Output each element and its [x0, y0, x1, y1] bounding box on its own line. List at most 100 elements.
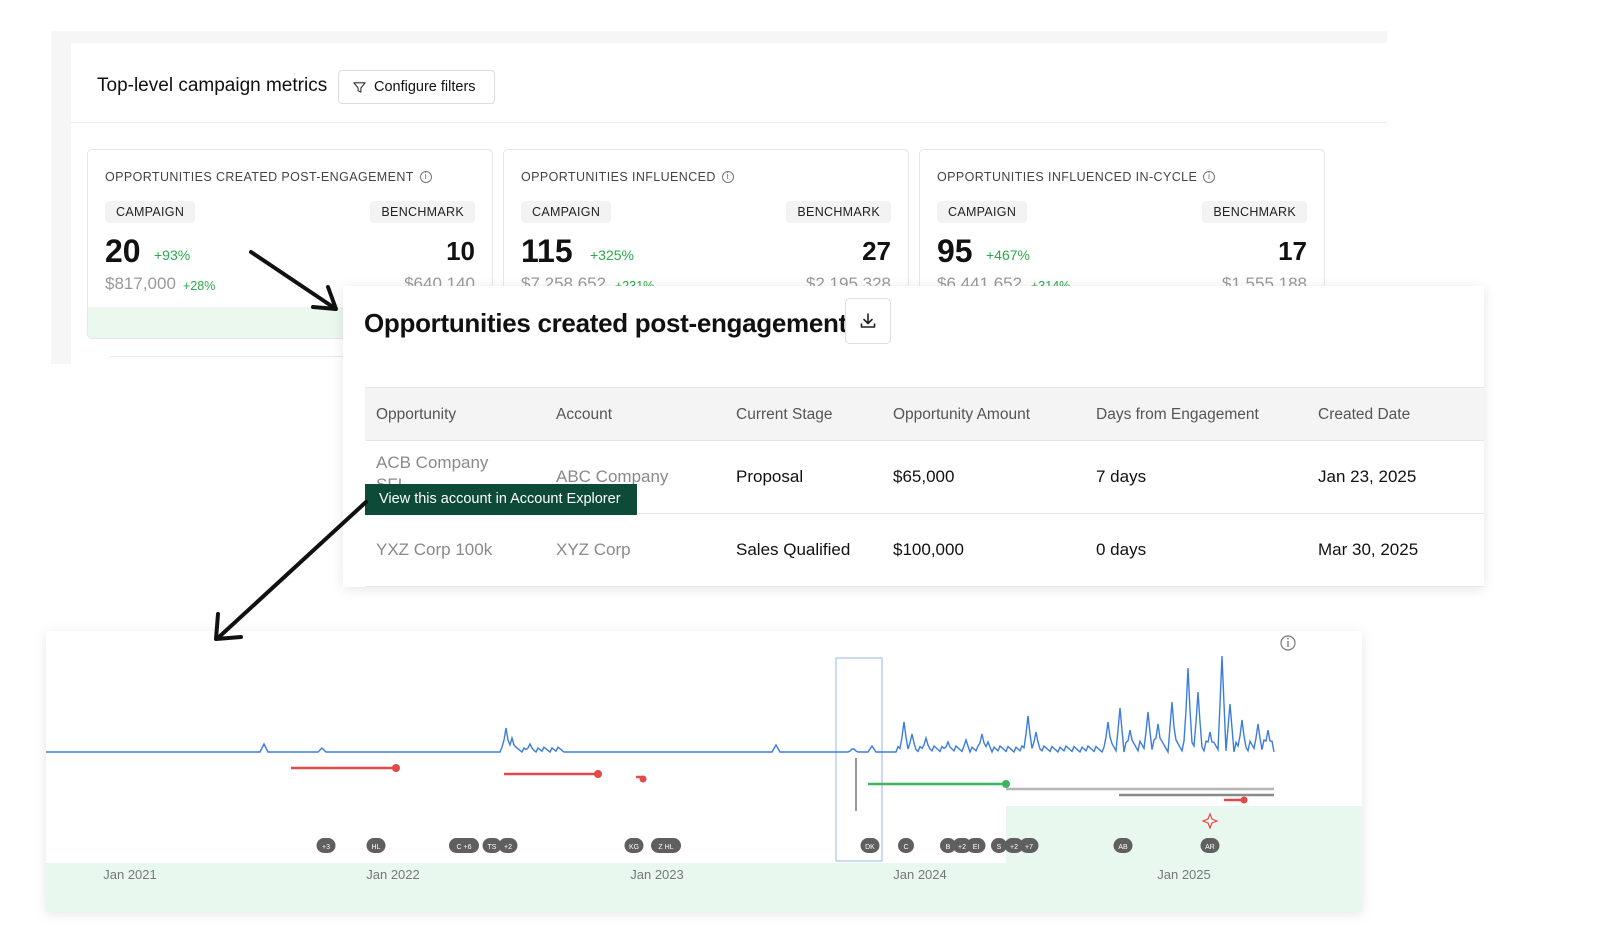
opportunities-title: Opportunities created post-engagement	[364, 308, 847, 338]
engagement-marker[interactable]: S	[991, 838, 1007, 853]
engagement-marker[interactable]: +2	[952, 838, 972, 853]
engagement-marker[interactable]: +7	[1019, 838, 1039, 853]
opportunities-panel: Opportunities created post-engagement Op…	[343, 286, 1484, 587]
created-date: Jan 23, 2025	[1318, 467, 1417, 486]
engagement-marker-label: KG	[629, 844, 639, 851]
engagement-markers: +3 HL C +6 TS +2 KG Z HL DK C B +2 EI S +2 +7 AB AR	[316, 838, 1220, 853]
selection-window[interactable]	[835, 657, 883, 862]
engagement-marker[interactable]: +2	[1004, 838, 1024, 853]
configure-filters-label: Configure filters	[374, 79, 476, 95]
info-icon[interactable]: i	[721, 171, 734, 183]
positive-range-end[interactable]	[1002, 780, 1010, 788]
engagement-marker-label: C +6	[457, 844, 472, 851]
campaign-amount: $817,000	[105, 274, 176, 293]
engagement-marker[interactable]: B	[940, 838, 956, 853]
campaign-delta: +93%	[154, 247, 191, 263]
engagement-marker-label: +2	[504, 844, 512, 851]
metric-card-row-below	[107, 356, 407, 364]
engagement-marker[interactable]: HL	[366, 838, 386, 853]
engagement-marker-label: HL	[372, 844, 381, 851]
table-row[interactable]: YXZ Corp 100k XYZ Corp Sales Qualified $…	[365, 514, 1484, 587]
benchmark-pill: BENCHMARK	[370, 201, 475, 223]
account-explorer-tooltip[interactable]: View this account in Account Explorer	[365, 484, 637, 515]
engagement-marker[interactable]: Z HL	[651, 838, 681, 853]
download-icon	[860, 313, 876, 328]
engagement-marker-label: EI	[973, 844, 980, 851]
metric-card-label-row: OPPORTUNITIES INFLUENCED IN-CYCLE i	[937, 170, 1216, 184]
engagement-marker[interactable]: C	[898, 838, 914, 853]
opportunities-table: Opportunity Account Current Stage Opport…	[365, 387, 1484, 587]
engagement-marker[interactable]: C +6	[449, 838, 479, 853]
days-from-engagement: 0 days	[1096, 540, 1147, 559]
engagement-marker-label: S	[997, 844, 1002, 851]
engagement-marker-label: TS	[488, 844, 497, 851]
negative-range-end[interactable]	[392, 764, 400, 772]
engagement-marker-label: B	[946, 844, 951, 851]
sparkle-icon[interactable]	[1201, 812, 1219, 830]
engagement-marker[interactable]: TS	[482, 838, 502, 853]
configure-filters-button[interactable]: Configure filters	[338, 70, 495, 104]
filter-icon	[353, 81, 366, 93]
timeline-highlight-band	[1006, 806, 1362, 863]
engagement-marker-label: Z HL	[658, 844, 673, 851]
x-tick-label: Jan 2025	[1157, 867, 1211, 882]
metric-card-label: OPPORTUNITIES CREATED POST-ENGAGEMENT	[105, 170, 414, 184]
benchmark-value: 27	[862, 236, 891, 266]
engagement-marker-label: AR	[1205, 844, 1215, 851]
table-header: Opportunity Account Current Stage Opport…	[365, 387, 1484, 441]
engagement-marker[interactable]: AR	[1200, 838, 1220, 853]
info-icon[interactable]: i	[419, 171, 432, 183]
x-tick-label: Jan 2021	[103, 867, 157, 882]
account-name[interactable]: ABC Company	[556, 467, 669, 486]
info-icon[interactable]: i	[1203, 171, 1216, 183]
metrics-header: Top-level campaign metrics Configure fil…	[71, 43, 1387, 123]
download-button[interactable]	[845, 298, 891, 344]
engagement-marker[interactable]: AB	[1113, 838, 1133, 853]
engagement-marker[interactable]: DK	[860, 838, 880, 853]
opportunity-name-line: ACB Company	[376, 453, 489, 472]
x-tick-label: Jan 2022	[366, 867, 420, 882]
account-name[interactable]: XYZ Corp	[556, 540, 631, 559]
negative-range-end[interactable]	[1240, 796, 1248, 804]
column-header-opportunity-amount[interactable]: Opportunity Amount	[893, 406, 1030, 423]
timeline-footer-band	[46, 863, 1362, 912]
opportunity-name[interactable]: YXZ Corp 100k	[376, 540, 493, 559]
engagement-marker-label: +2	[958, 844, 966, 851]
current-stage: Sales Qualified	[736, 540, 851, 559]
days-from-engagement: 7 days	[1096, 467, 1147, 486]
campaign-delta: +467%	[986, 247, 1030, 263]
account-explorer-timeline: +3 HL C +6 TS +2 KG Z HL DK C B +2 EI S +2 +7 AB AR Jan …	[46, 631, 1362, 912]
table-row[interactable]: ACB Company SFL ABC Company Proposal $65…	[365, 441, 1484, 515]
column-header-days-from-engagement[interactable]: Days from Engagement	[1096, 406, 1259, 423]
amount-delta: +28%	[183, 279, 216, 293]
campaign-delta: +325%	[590, 247, 634, 263]
opportunity-amount: $100,000	[893, 540, 964, 559]
campaign-pill: CAMPAIGN	[937, 201, 1028, 223]
engagement-marker-label: C	[903, 844, 908, 851]
metric-card-label-row: OPPORTUNITIES INFLUENCED i	[521, 170, 734, 184]
current-stage: Proposal	[736, 467, 804, 486]
negative-range-end[interactable]	[639, 775, 647, 783]
column-header-opportunity[interactable]: Opportunity	[376, 406, 457, 423]
metric-card-label: OPPORTUNITIES INFLUENCED IN-CYCLE	[937, 170, 1198, 184]
x-tick-label: Jan 2023	[630, 867, 684, 882]
benchmark-value: 10	[446, 236, 475, 266]
engagement-marker[interactable]: KG	[624, 838, 644, 853]
column-header-created-date[interactable]: Created Date	[1318, 406, 1411, 423]
engagement-marker-label: +3	[322, 844, 330, 851]
opportunity-amount: $65,000	[893, 467, 955, 486]
campaign-pill: CAMPAIGN	[521, 201, 612, 223]
engagement-marker[interactable]: +3	[316, 838, 336, 853]
column-header-account[interactable]: Account	[556, 406, 613, 423]
campaign-value: 95	[937, 233, 973, 269]
info-icon[interactable]	[1280, 635, 1296, 651]
engagement-marker-label: +7	[1025, 844, 1033, 851]
benchmark-pill: BENCHMARK	[1202, 201, 1307, 223]
benchmark-value: 17	[1278, 236, 1307, 266]
engagement-marker[interactable]: +2	[498, 838, 518, 853]
campaign-pill: CAMPAIGN	[105, 201, 196, 223]
engagement-marker[interactable]: EI	[966, 838, 986, 853]
negative-range-end[interactable]	[594, 770, 602, 778]
column-header-current-stage[interactable]: Current Stage	[736, 406, 833, 423]
